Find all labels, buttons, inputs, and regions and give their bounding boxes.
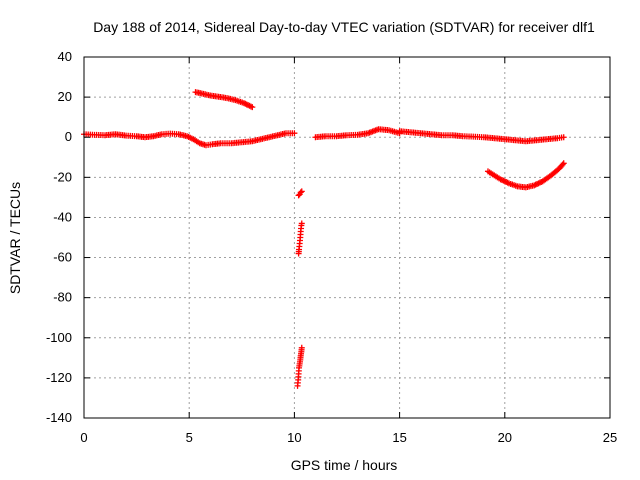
y-tick-label: -100 <box>46 330 72 345</box>
y-tick-label: -60 <box>53 250 72 265</box>
y-tick-label: 40 <box>58 49 72 64</box>
x-axis-label: GPS time / hours <box>291 457 398 473</box>
data-point <box>249 104 256 111</box>
series-baseline-early <box>81 130 298 149</box>
data-point <box>298 220 305 227</box>
x-tick-label: 20 <box>498 430 512 445</box>
y-tick-labels: -140 -120 -100 -80 -60 -40 -20 0 20 40 <box>46 49 72 425</box>
series-baseline-late <box>396 128 567 145</box>
y-tick-label: -140 <box>46 410 72 425</box>
y-tick-label: -40 <box>53 209 72 224</box>
y-tick-label: -120 <box>46 370 72 385</box>
data-point <box>560 160 567 167</box>
series-drop-a <box>295 188 305 199</box>
x-tick-label: 10 <box>287 430 301 445</box>
series-drop-b <box>295 220 305 257</box>
series-drop-c <box>294 344 305 389</box>
data-point <box>297 189 304 196</box>
axis-ticks <box>83 56 611 419</box>
x-tick-labels: 0 5 10 15 20 25 <box>80 430 617 445</box>
chart-title: Day 188 of 2014, Sidereal Day-to-day VTE… <box>93 19 595 35</box>
data-point <box>295 192 302 199</box>
data-points <box>81 89 567 389</box>
x-tick-label: 0 <box>80 430 87 445</box>
data-point <box>298 344 305 351</box>
data-point <box>291 130 298 137</box>
y-tick-label: -80 <box>53 290 72 305</box>
series-baseline-mid <box>312 126 403 141</box>
x-tick-label: 25 <box>603 430 617 445</box>
y-tick-label: -20 <box>53 169 72 184</box>
y-tick-label: 0 <box>65 129 72 144</box>
x-tick-label: 15 <box>392 430 406 445</box>
data-point <box>559 161 566 168</box>
x-tick-label: 5 <box>186 430 193 445</box>
data-point <box>560 134 567 141</box>
grid-lines <box>84 57 610 418</box>
series-arc-low <box>484 160 567 191</box>
series-arc-high <box>192 89 256 111</box>
y-axis-label: SDTVAR / TECUs <box>7 182 23 294</box>
plot-frame <box>83 56 611 419</box>
data-point <box>298 188 305 195</box>
y-tick-label: 20 <box>58 89 72 104</box>
